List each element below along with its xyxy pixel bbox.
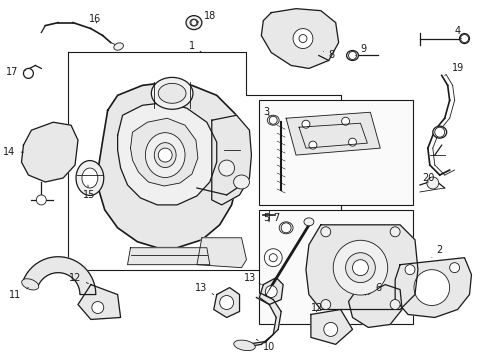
- Ellipse shape: [279, 222, 293, 234]
- Circle shape: [270, 254, 277, 262]
- Circle shape: [219, 160, 235, 176]
- Ellipse shape: [114, 43, 123, 50]
- Ellipse shape: [267, 115, 279, 125]
- Polygon shape: [256, 293, 273, 305]
- Circle shape: [36, 195, 46, 205]
- Text: 5: 5: [263, 213, 270, 223]
- Polygon shape: [78, 285, 121, 319]
- Ellipse shape: [22, 279, 39, 290]
- Text: 18: 18: [197, 11, 216, 23]
- Circle shape: [352, 260, 368, 276]
- Ellipse shape: [333, 240, 388, 295]
- Circle shape: [427, 177, 439, 189]
- Circle shape: [348, 138, 357, 146]
- Circle shape: [265, 285, 277, 298]
- Circle shape: [348, 51, 357, 59]
- Text: 2: 2: [432, 245, 443, 258]
- Polygon shape: [261, 9, 339, 68]
- Circle shape: [299, 35, 307, 42]
- Circle shape: [220, 296, 234, 310]
- Circle shape: [158, 148, 172, 162]
- Ellipse shape: [234, 340, 255, 351]
- Polygon shape: [212, 115, 251, 205]
- Polygon shape: [395, 258, 471, 318]
- Polygon shape: [99, 82, 242, 248]
- Circle shape: [191, 20, 197, 26]
- Ellipse shape: [190, 19, 198, 26]
- Text: 6: 6: [368, 283, 381, 294]
- Circle shape: [342, 117, 349, 125]
- Circle shape: [92, 302, 104, 314]
- Text: 4: 4: [455, 26, 462, 39]
- Polygon shape: [261, 329, 278, 345]
- Ellipse shape: [304, 218, 314, 226]
- Circle shape: [324, 323, 338, 336]
- Polygon shape: [130, 118, 198, 186]
- Polygon shape: [118, 102, 217, 205]
- Circle shape: [270, 116, 277, 124]
- Ellipse shape: [186, 15, 202, 30]
- Polygon shape: [270, 300, 281, 318]
- Text: 13: 13: [195, 283, 214, 294]
- Circle shape: [24, 68, 33, 78]
- Text: 3: 3: [263, 107, 270, 117]
- Circle shape: [293, 28, 313, 49]
- Polygon shape: [127, 248, 210, 265]
- Text: 8: 8: [323, 50, 335, 60]
- Circle shape: [390, 300, 400, 310]
- Ellipse shape: [154, 143, 176, 167]
- Polygon shape: [244, 341, 266, 347]
- Text: 10: 10: [256, 339, 275, 352]
- Ellipse shape: [234, 175, 249, 189]
- Circle shape: [461, 35, 468, 42]
- Bar: [259, 210, 413, 324]
- Text: 9: 9: [356, 44, 367, 55]
- Polygon shape: [306, 225, 418, 310]
- Ellipse shape: [151, 77, 193, 109]
- Text: 19: 19: [445, 63, 464, 75]
- Text: 16: 16: [89, 14, 101, 24]
- Circle shape: [435, 127, 445, 137]
- Text: 13: 13: [244, 273, 261, 285]
- Text: 14: 14: [3, 147, 24, 157]
- Circle shape: [405, 265, 415, 275]
- Polygon shape: [22, 122, 78, 182]
- Circle shape: [450, 263, 460, 273]
- Ellipse shape: [158, 84, 186, 103]
- Text: 7: 7: [270, 213, 279, 223]
- Bar: [259, 100, 413, 205]
- Ellipse shape: [433, 126, 447, 138]
- Ellipse shape: [460, 33, 469, 44]
- Text: 20: 20: [422, 173, 434, 183]
- Ellipse shape: [76, 161, 104, 195]
- Polygon shape: [311, 310, 352, 345]
- Ellipse shape: [346, 50, 359, 60]
- Ellipse shape: [345, 253, 375, 283]
- Polygon shape: [197, 238, 246, 268]
- Polygon shape: [23, 257, 96, 294]
- Circle shape: [321, 227, 331, 237]
- Ellipse shape: [146, 133, 185, 177]
- Polygon shape: [214, 288, 240, 318]
- Text: 11: 11: [9, 288, 28, 300]
- Text: 15: 15: [83, 185, 96, 200]
- Circle shape: [390, 227, 400, 237]
- Circle shape: [302, 120, 310, 128]
- Polygon shape: [286, 112, 380, 155]
- Polygon shape: [259, 278, 283, 305]
- Text: 12: 12: [69, 273, 88, 283]
- Text: 12: 12: [311, 302, 323, 312]
- Circle shape: [264, 249, 282, 267]
- Circle shape: [281, 223, 291, 233]
- Ellipse shape: [82, 168, 98, 188]
- Circle shape: [309, 141, 317, 149]
- Circle shape: [414, 270, 450, 306]
- Polygon shape: [348, 285, 402, 328]
- Text: 1: 1: [189, 41, 202, 53]
- Text: 17: 17: [6, 67, 25, 77]
- Circle shape: [321, 300, 331, 310]
- Polygon shape: [273, 311, 281, 334]
